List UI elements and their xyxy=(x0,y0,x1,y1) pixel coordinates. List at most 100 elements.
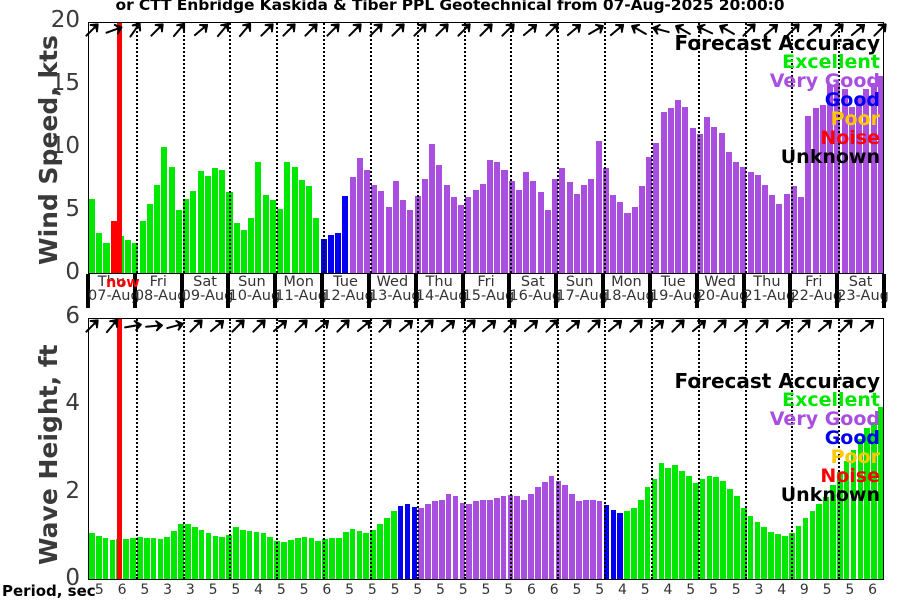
gridline xyxy=(604,23,607,273)
day-date: 15-Aug xyxy=(462,288,515,304)
gridline xyxy=(838,319,841,579)
wave-bar-series xyxy=(89,319,883,579)
period-value: 5 xyxy=(208,582,218,598)
day-of-week: Fri xyxy=(149,274,167,290)
bar xyxy=(679,470,685,579)
day-separator xyxy=(835,274,840,308)
bar xyxy=(775,534,781,579)
day-of-week: Mon xyxy=(611,274,642,290)
wind-direction-arrow-icon xyxy=(584,19,608,42)
bar xyxy=(89,533,95,579)
bar xyxy=(783,193,790,273)
y-tick-label: 5 xyxy=(65,196,80,222)
period-value: 5 xyxy=(481,582,491,598)
bar xyxy=(581,184,588,273)
bar xyxy=(704,116,711,273)
day-label: Thu 14-Aug xyxy=(416,275,468,304)
bar xyxy=(418,508,425,579)
period-value: 5 xyxy=(822,582,832,598)
day-label: Thu 07-Aug xyxy=(88,275,140,304)
period-value: 9 xyxy=(799,582,809,598)
gridline xyxy=(229,319,232,579)
day-date: 23-Aug xyxy=(837,288,889,304)
wind-direction-arrow-icon xyxy=(628,19,652,42)
day-separator xyxy=(507,274,512,308)
bar xyxy=(500,496,507,579)
bar xyxy=(233,527,239,579)
now-line-wave xyxy=(117,319,122,579)
gridline xyxy=(323,23,326,273)
wind-direction-arrow-icon xyxy=(386,18,410,42)
wind-speed-plot-area[interactable] xyxy=(88,22,884,274)
bar xyxy=(870,82,877,273)
day-date: 07-Aug xyxy=(88,288,140,304)
gridline xyxy=(650,23,653,273)
bar xyxy=(473,501,479,579)
day-label: Fri 08-Aug xyxy=(135,274,187,304)
bar xyxy=(686,476,692,579)
period-value: 5 xyxy=(686,582,696,598)
wind-direction-arrow-icon xyxy=(364,18,388,42)
bar xyxy=(465,197,472,273)
gridline xyxy=(369,319,372,579)
gridline xyxy=(557,319,560,579)
bar xyxy=(877,76,883,273)
bar xyxy=(329,537,335,579)
wind-direction-arrow-icon xyxy=(781,18,805,42)
bar xyxy=(487,499,493,579)
wind-direction-arrow-icon xyxy=(737,18,761,42)
day-date: 18-Aug xyxy=(603,288,655,304)
day-of-week: Thu xyxy=(753,274,781,290)
bar xyxy=(246,530,253,579)
period-value: 5 xyxy=(367,582,377,598)
legend-item-poor-wave: Poor xyxy=(830,446,880,468)
bar xyxy=(349,177,356,273)
bar xyxy=(493,498,500,579)
bar xyxy=(288,539,294,579)
bar xyxy=(537,192,544,273)
day-label: Sat 23-Aug xyxy=(837,275,889,304)
wind-direction-arrow-icon xyxy=(165,316,187,336)
bar xyxy=(583,500,589,579)
bar xyxy=(89,198,96,273)
bar xyxy=(198,530,205,579)
day-separator xyxy=(460,274,465,308)
bar xyxy=(342,196,349,273)
bar xyxy=(848,106,855,273)
bar xyxy=(185,524,191,579)
day-separator xyxy=(273,274,278,308)
bar xyxy=(139,221,146,273)
day-label: Fri 15-Aug xyxy=(462,275,515,304)
wind-direction-arrow-icon xyxy=(687,314,711,338)
bar xyxy=(400,199,407,273)
day-of-week: Sat xyxy=(520,274,545,290)
bar xyxy=(123,538,129,579)
bar xyxy=(157,538,164,579)
bar xyxy=(313,217,320,273)
wind-direction-arrow-icon xyxy=(651,20,673,40)
gridline xyxy=(276,23,279,273)
wind-direction-arrow-icon xyxy=(415,314,439,338)
wind-direction-arrow-icon xyxy=(813,314,837,338)
bar xyxy=(689,128,696,273)
gridline xyxy=(604,319,607,579)
day-date: 20-Aug xyxy=(696,288,749,304)
wave-y-axis-label: Wave Height, ft xyxy=(34,344,63,565)
wave-height-plot-area[interactable] xyxy=(88,318,884,580)
day-date: 11-Aug xyxy=(275,288,327,304)
bar xyxy=(830,485,836,579)
bar xyxy=(573,193,580,273)
bar xyxy=(747,172,754,273)
day-separator xyxy=(741,274,746,308)
wind-direction-arrow-icon xyxy=(205,314,229,338)
bar xyxy=(190,191,197,273)
wind-direction-arrow-icon xyxy=(226,314,250,338)
period-value: 6 xyxy=(527,582,536,598)
bar xyxy=(769,194,776,273)
day-label: Mon 18-Aug xyxy=(603,274,655,304)
bar xyxy=(306,186,313,273)
wind-direction-arrow-icon xyxy=(452,18,476,42)
period-value: 5 xyxy=(436,582,445,598)
bar xyxy=(392,181,399,273)
gridline xyxy=(744,23,747,273)
